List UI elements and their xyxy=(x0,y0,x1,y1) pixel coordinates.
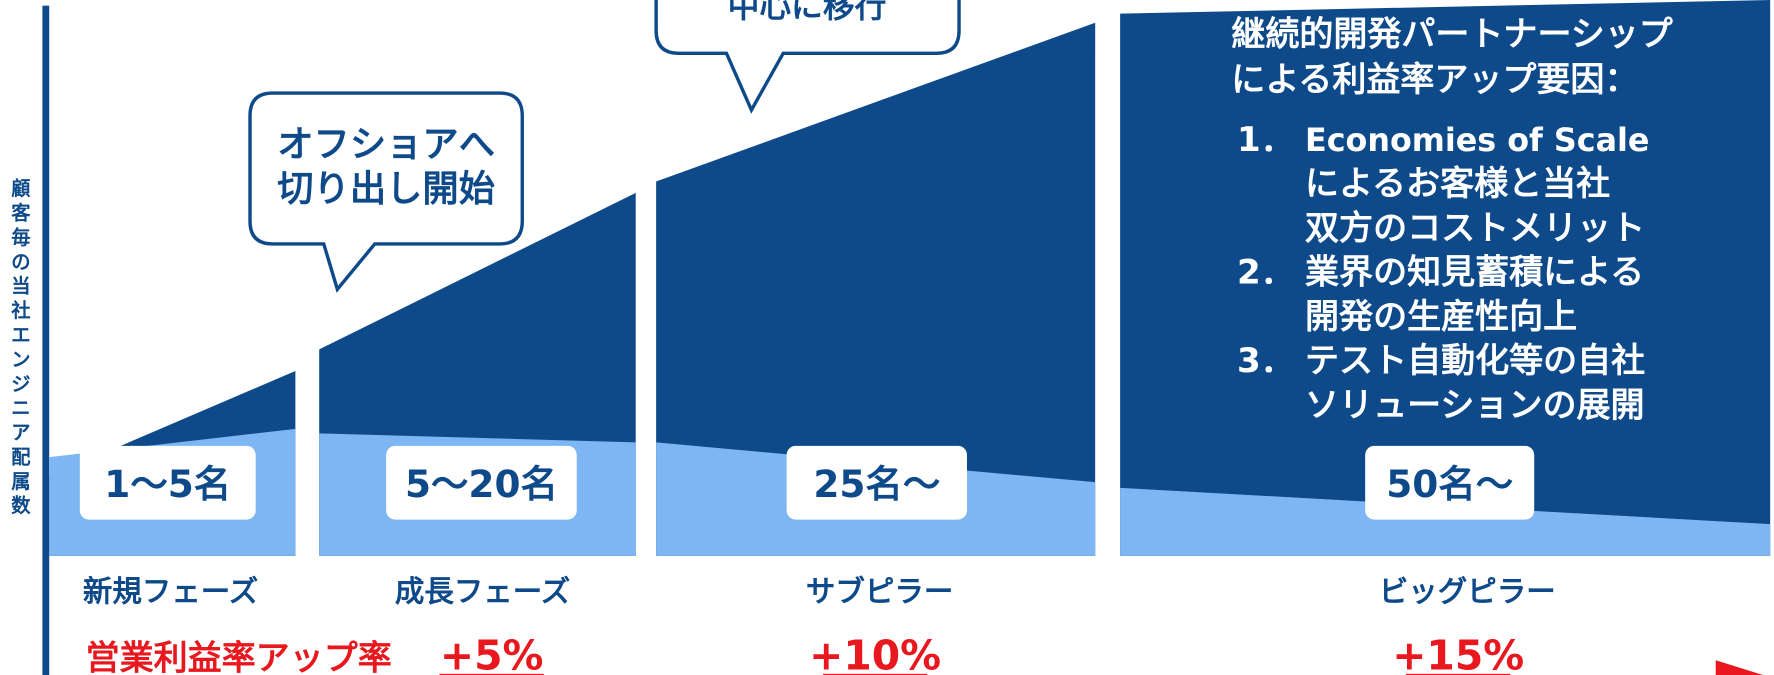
panel-dark xyxy=(1120,0,1771,556)
axis-bar xyxy=(42,5,50,675)
item-line: 開発の生産性向上 xyxy=(1305,297,1577,337)
callout-text: 切り出し開始 xyxy=(277,167,495,210)
engineer-count: 5〜20名 xyxy=(405,462,558,506)
phase-name: サブピラー xyxy=(806,574,953,608)
panel-light xyxy=(1120,487,1771,556)
phase-name: 新規フェーズ xyxy=(83,574,258,608)
profit-rate: +10% xyxy=(809,631,941,675)
item-number: 1． xyxy=(1237,120,1295,160)
char: エ xyxy=(11,323,30,346)
char: 社 xyxy=(10,299,30,322)
char: の xyxy=(11,250,30,273)
count-box xyxy=(386,445,577,520)
engineer-count: 25名〜 xyxy=(813,462,940,506)
item-line: Economies of Scale xyxy=(1305,123,1649,159)
underline xyxy=(1406,673,1511,675)
profit-rate: +15% xyxy=(1392,631,1524,675)
char: ン xyxy=(11,348,30,371)
char: ア xyxy=(11,421,30,444)
item-line: 業界の知見蓄積による xyxy=(1305,253,1644,293)
underline xyxy=(822,673,928,675)
engineer-count: 50名〜 xyxy=(1386,462,1513,506)
item-line: ソリューションの展開 xyxy=(1305,385,1644,425)
factors-title: 継続的開発パートナーシップ xyxy=(1231,14,1673,54)
axis-arrow xyxy=(1715,660,1763,675)
callout xyxy=(248,91,524,293)
char: 顧 xyxy=(11,177,31,200)
item-number: 2． xyxy=(1237,253,1295,293)
panel-dark xyxy=(656,22,1096,556)
factors-title: による利益率アップ要因： xyxy=(1231,60,1638,100)
callout-text: オフショアへ xyxy=(277,123,495,166)
callout-text: 中心に移行 xyxy=(728,0,887,25)
count-box xyxy=(786,445,967,520)
vertical-axis-label: 顧客毎の当社エンジニア配属数 xyxy=(10,177,31,517)
underline xyxy=(439,673,544,675)
item-line: 双方のコストメリット xyxy=(1305,208,1645,248)
char: 配 xyxy=(11,445,31,468)
char: 客 xyxy=(11,202,31,225)
char: ニ xyxy=(11,397,30,420)
item-line: テスト自動化等の自社 xyxy=(1305,341,1645,381)
char: 毎 xyxy=(11,226,30,249)
char: 当 xyxy=(11,275,30,298)
char: ジ xyxy=(11,372,30,395)
item-number: 3． xyxy=(1237,341,1295,381)
item-line: によるお客様と当社 xyxy=(1305,164,1610,204)
profit-label: 営業利益率アップ率 xyxy=(86,638,392,675)
callout xyxy=(654,0,961,114)
char: 属 xyxy=(11,470,30,493)
count-box xyxy=(79,445,256,520)
count-box xyxy=(1365,445,1535,520)
profit-rate: +5% xyxy=(440,631,544,675)
phase-name: ビッグピラー xyxy=(1379,574,1556,608)
phase-name: 成長フェーズ xyxy=(395,574,570,608)
char: 数 xyxy=(11,494,31,517)
engineer-count: 1〜5名 xyxy=(104,462,231,506)
